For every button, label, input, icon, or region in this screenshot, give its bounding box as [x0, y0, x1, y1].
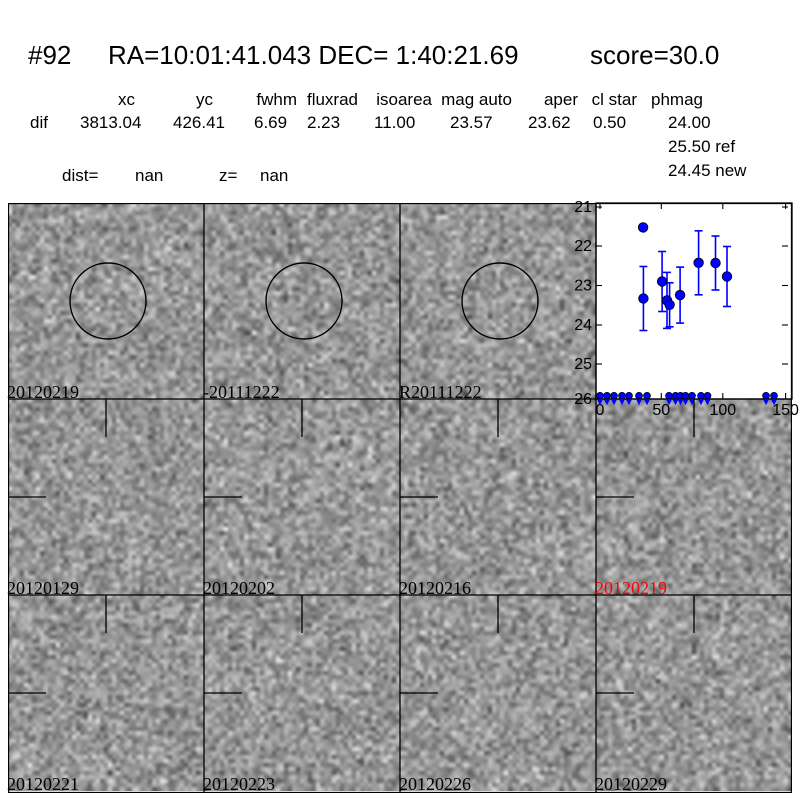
svg-text:150: 150 [772, 402, 799, 419]
svg-text:24: 24 [574, 317, 592, 334]
svg-text:26: 26 [574, 391, 592, 408]
svg-text:21: 21 [574, 199, 592, 216]
svg-text:25: 25 [574, 356, 592, 373]
svg-text:23: 23 [574, 278, 592, 295]
svg-text:22: 22 [574, 238, 592, 255]
svg-text:50: 50 [652, 402, 670, 419]
svg-text:100: 100 [709, 402, 736, 419]
